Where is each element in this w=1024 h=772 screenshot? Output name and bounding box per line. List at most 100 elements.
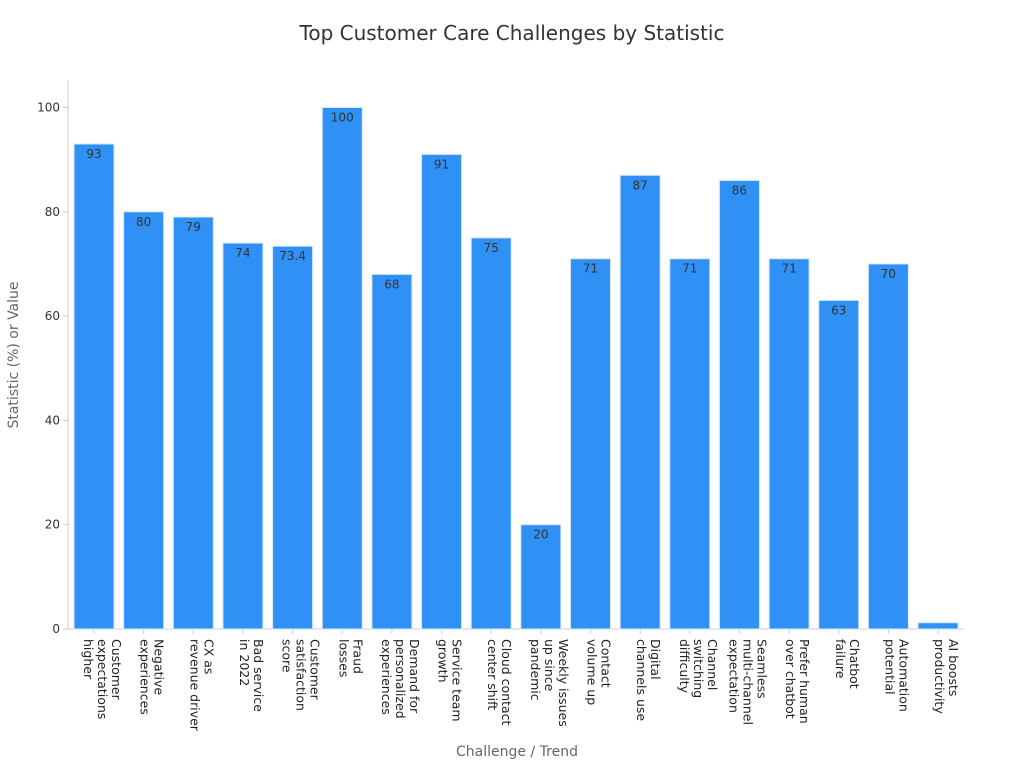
category-label-line: Contact	[599, 639, 614, 688]
category-label-line: pandemic	[528, 639, 543, 701]
category-label-line: AI boosts	[946, 639, 961, 696]
category-label-line: revenue driver	[187, 639, 202, 732]
bar-value-label: 80	[136, 215, 151, 229]
bar-value-label: 71	[781, 262, 796, 276]
bar-value-label: 68	[384, 277, 399, 291]
bar	[371, 273, 413, 630]
x-axis	[68, 628, 964, 634]
bar-value-label: 71	[682, 262, 697, 276]
category-label-line: losses	[336, 639, 351, 677]
category-label-line: Channel	[705, 639, 720, 690]
bar-value-label: 91	[434, 157, 449, 171]
bar	[917, 622, 959, 630]
category-label-line: experiences	[138, 639, 153, 715]
category-label-line: Bad service	[251, 639, 266, 712]
bar	[272, 245, 314, 630]
bars-group	[73, 107, 959, 630]
bar	[172, 216, 214, 630]
bar	[421, 153, 463, 630]
category-label-line: Digital	[648, 639, 663, 680]
category-label-line: growth	[436, 639, 451, 683]
y-tick-label: 0	[52, 622, 60, 636]
value-labels-group: 93 80 79 74 73.4 100 68 91 75 20 71 87 71 86 71 63 70	[86, 111, 896, 542]
y-axis-label: Statistic (%) or Value	[6, 281, 22, 428]
category-label-line: multi-channel	[740, 639, 755, 725]
category-label-line: Weekly issues	[556, 639, 571, 727]
category-label-line: Chatbot	[847, 639, 862, 689]
bar	[470, 237, 512, 630]
category-label-line: potential	[882, 639, 897, 695]
bar-value-label: 70	[881, 267, 896, 281]
category-label-line: satisfaction	[294, 639, 309, 711]
category-label-line: Fraud	[350, 639, 365, 674]
bar	[619, 174, 661, 630]
category-label-line: channels use	[634, 639, 649, 721]
category-label-line: Seamless	[754, 639, 769, 699]
y-tick-label: 80	[45, 205, 60, 219]
bar-value-label: 86	[732, 184, 747, 198]
category-label-line: Prefer human	[797, 639, 812, 724]
category-label-line: center shift	[485, 639, 500, 710]
chart-title: Top Customer Care Challenges by Statisti…	[299, 21, 725, 45]
bar-value-label: 79	[186, 220, 201, 234]
category-label-line: productivity	[932, 639, 947, 714]
category-label-line: score	[280, 639, 295, 673]
bar-value-label: 93	[86, 147, 101, 161]
category-label-line: personalized	[393, 639, 408, 719]
bar-value-label: 20	[533, 528, 548, 542]
category-label-line: volume up	[585, 639, 600, 705]
category-label-line: expectations	[95, 639, 110, 719]
bar-value-label: 71	[583, 262, 598, 276]
category-label-line: Demand for	[407, 639, 422, 714]
bar	[222, 242, 264, 630]
category-label-line: CX as	[201, 639, 216, 674]
category-label-line: Customer	[109, 639, 124, 701]
bar	[73, 143, 115, 630]
category-label-line: expectation	[726, 639, 741, 713]
category-label-line: higher	[81, 639, 96, 680]
bar	[321, 107, 363, 630]
category-label-line: difficulty	[677, 639, 692, 694]
bar-value-label: 87	[633, 178, 648, 192]
category-label-line: in 2022	[237, 639, 252, 686]
y-axis: 0 20 40 60 80 100	[37, 80, 69, 636]
y-tick-label: 40	[45, 413, 60, 427]
y-tick-label: 60	[45, 309, 60, 323]
bar	[867, 263, 909, 630]
bar	[818, 299, 860, 630]
bar	[768, 258, 810, 630]
bar-value-label: 73.4	[279, 249, 306, 263]
bar-value-label: 100	[331, 111, 354, 125]
category-label-line: experiences	[379, 639, 394, 715]
bar	[520, 524, 562, 630]
category-label-line: Cloud contact	[499, 639, 514, 726]
bar	[123, 211, 165, 630]
category-label-line: over chatbot	[783, 639, 798, 719]
bar	[718, 180, 760, 630]
x-axis-label: Challenge / Trend	[456, 744, 578, 760]
bar-value-label: 75	[484, 241, 499, 255]
category-label-line: failure	[833, 639, 848, 679]
bar-value-label: 63	[831, 303, 846, 317]
y-tick-label: 20	[45, 518, 60, 532]
y-tick-label: 100	[37, 101, 60, 115]
